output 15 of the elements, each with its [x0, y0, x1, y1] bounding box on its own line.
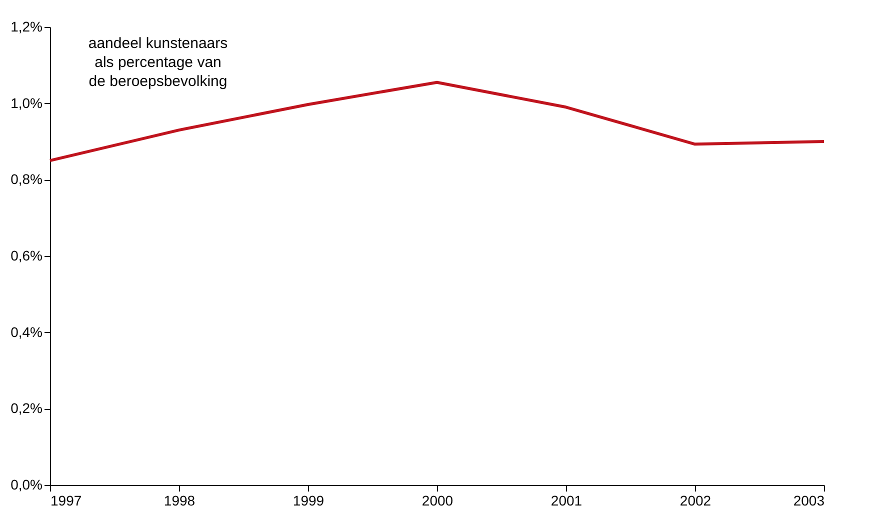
y-tick-label: 0,0%: [10, 476, 42, 492]
x-tick-label: 2000: [422, 492, 454, 508]
y-tick-label: 0,2%: [10, 400, 42, 416]
y-tick-label: 0,8%: [10, 171, 42, 188]
x-tick-label: 1999: [292, 492, 324, 508]
y-tick-label: 1,0%: [10, 94, 42, 111]
x-tick-label: 2003: [793, 492, 825, 508]
y-tick-label: 0,4%: [10, 324, 42, 340]
x-tick-label: 2001: [550, 492, 582, 508]
x-tick-label: 1998: [164, 492, 196, 508]
y-tick-label: 0,6%: [10, 248, 42, 264]
x-tick-label: 2002: [680, 492, 712, 508]
annotation: aandeel kunstenaars als percentage van de beroepsbevolking: [88, 35, 228, 90]
y-tick-label: 1,2%: [10, 18, 42, 34]
x-tick-label: 1997: [50, 492, 82, 508]
